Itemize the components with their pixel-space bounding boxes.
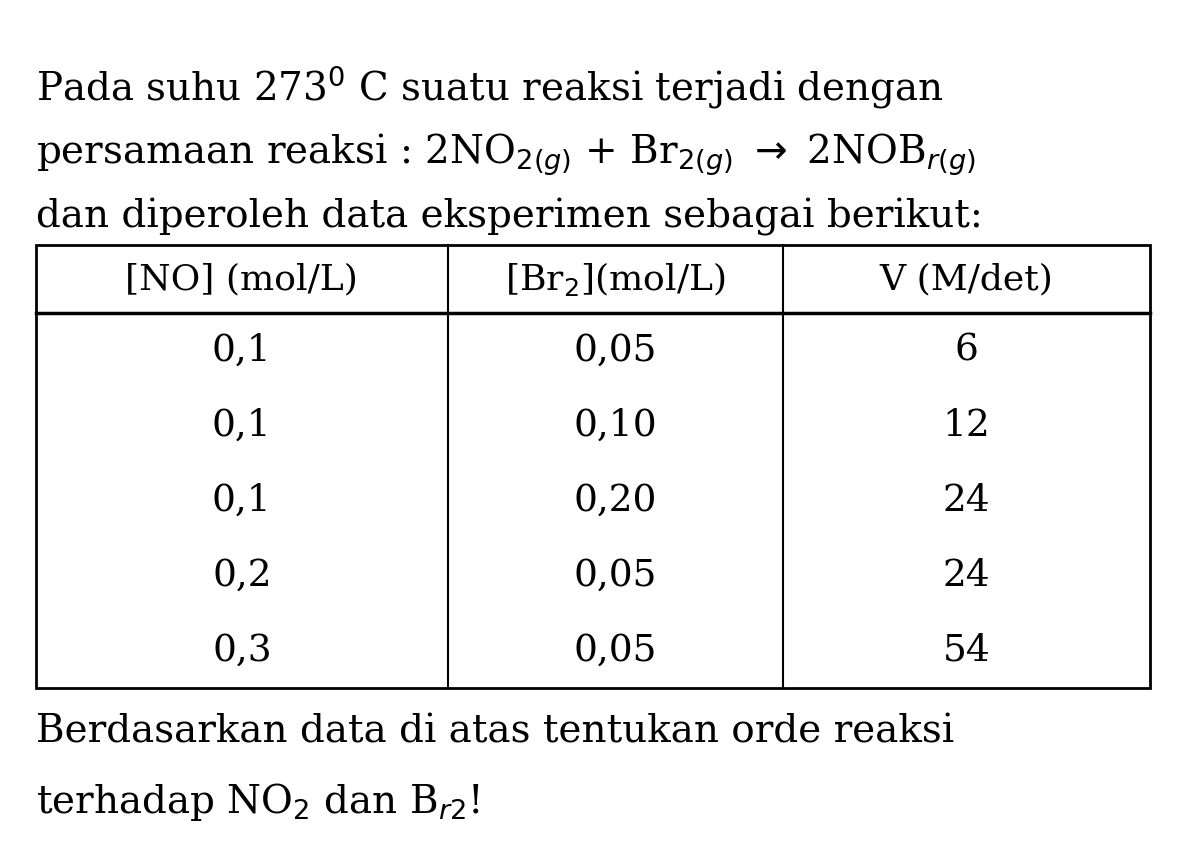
Text: 0,05: 0,05 [574,558,657,593]
Text: Pada suhu 273$^0$ C suatu reaksi terjadi dengan: Pada suhu 273$^0$ C suatu reaksi terjadi… [36,63,944,111]
Text: 0,1: 0,1 [212,408,272,444]
Text: 6: 6 [955,333,978,369]
Text: 0,10: 0,10 [574,408,657,444]
Text: 54: 54 [943,632,990,668]
Text: 0,1: 0,1 [212,333,272,369]
Text: 12: 12 [943,408,990,444]
Text: dan diperoleh data eksperimen sebagai berikut:: dan diperoleh data eksperimen sebagai be… [36,198,982,236]
Text: 24: 24 [943,483,990,519]
Text: 0,1: 0,1 [212,483,272,519]
Text: 0,05: 0,05 [574,333,657,369]
Text: [Br$_2$](mol/L): [Br$_2$](mol/L) [505,260,726,298]
Text: [NO] (mol/L): [NO] (mol/L) [126,262,358,296]
Text: 0,20: 0,20 [574,483,657,519]
Text: 0,05: 0,05 [574,632,657,668]
Text: 0,3: 0,3 [212,632,272,668]
Text: 24: 24 [943,558,990,593]
Text: terhadap NO$_2$ dan B$_{r2}$!: terhadap NO$_2$ dan B$_{r2}$! [36,781,479,823]
Text: persamaan reaksi : 2NO$_{2(g)}$ + Br$_{2(g)}$ $\rightarrow$ 2NOB$_{r(g)}$: persamaan reaksi : 2NO$_{2(g)}$ + Br$_{2… [36,131,975,177]
Bar [36,245,1150,688]
Text: Berdasarkan data di atas tentukan orde reaksi: Berdasarkan data di atas tentukan orde r… [36,713,954,750]
Text: 0,2: 0,2 [212,558,272,593]
Text: V (M/det): V (M/det) [880,262,1053,296]
